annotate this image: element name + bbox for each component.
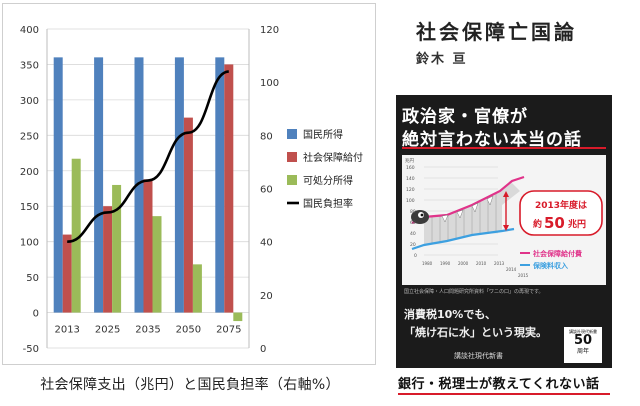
premium-line — [411, 227, 515, 251]
left-tick-label: 50 — [26, 273, 39, 284]
cover-divider — [402, 147, 606, 149]
bar-国民所得-2075 — [215, 57, 225, 313]
bar-社会保障給付-2050 — [183, 117, 193, 313]
cover-headline-2: 絶対言わない本当の話 — [402, 130, 582, 150]
left-tick-label: 150 — [20, 202, 39, 213]
legend-swatch-可処分所得 — [287, 175, 297, 185]
cover-publisher: 講談社現代新書 — [454, 352, 503, 360]
svg-text:60: 60 — [410, 220, 416, 226]
mini-unit: 兆円 — [405, 157, 414, 164]
legend-swatch-社会保障給付 — [287, 152, 297, 162]
legend-label-国民所得: 国民所得 — [303, 129, 343, 141]
legend-label-社会保障給付: 社会保障給付 — [303, 151, 363, 164]
cover-footnote: 国立社会保障・人口問題研究所資料「ワニの口」の再現です。 — [404, 289, 544, 295]
right-tick-label: 80 — [260, 131, 273, 142]
svg-text:2013: 2013 — [494, 261, 505, 266]
bar-国民所得-2035 — [134, 57, 144, 313]
cover-mini-chart: 2013年度は 約 50 兆円 兆円 160 140 120 100 80 60… — [402, 155, 606, 285]
left-tick-label: 300 — [20, 96, 39, 107]
category-label: 2050 — [176, 325, 201, 336]
bar-可処分所得-2050 — [192, 264, 202, 313]
bar-可処分所得-2035 — [152, 216, 162, 313]
badge-suffix: 兆円 — [568, 218, 586, 230]
svg-text:80: 80 — [410, 209, 416, 215]
svg-text:140: 140 — [406, 176, 415, 182]
svg-text:2000: 2000 — [458, 261, 469, 266]
category-label: 2013 — [54, 325, 79, 336]
right-tick-label: 120 — [260, 25, 279, 36]
book-cover: 政治家・官僚が 絶対言わない本当の話 — [396, 95, 612, 368]
badge-value: 50 — [544, 214, 565, 232]
bar-可処分所得-2075 — [233, 312, 243, 322]
left-tick-label: 100 — [20, 238, 39, 249]
book-author: 鈴木 亘 — [416, 52, 468, 67]
svg-text:1980: 1980 — [422, 261, 433, 266]
left-tick-label: 200 — [20, 167, 39, 178]
right-tick-label: 20 — [260, 291, 273, 302]
bar-国民所得-2025 — [94, 57, 104, 313]
right-tick-label: 60 — [260, 185, 273, 196]
mini-legend-2: 保険料収入 — [532, 261, 568, 270]
line-国民負担率 — [67, 70, 230, 243]
left-tick-label: 400 — [20, 25, 39, 36]
badge-line-1: 2013年度は — [535, 199, 587, 211]
svg-text:0: 0 — [414, 253, 417, 259]
combo-chart: -50 0 50 100 150 200 250 300 350 400 0 20 40 60 80 100 1… — [20, 25, 363, 355]
svg-text:40: 40 — [410, 231, 416, 237]
badge-prefix: 約 — [533, 218, 542, 230]
bar-可処分所得-2025 — [112, 184, 122, 313]
svg-text:160: 160 — [406, 165, 415, 171]
svg-text:2015: 2015 — [518, 273, 529, 278]
left-tick-label: 0 — [33, 309, 39, 320]
bar-社会保障給付-2025 — [103, 206, 113, 313]
cover-body-1: 消費税10%でも、 — [404, 308, 496, 321]
left-tick-label: -50 — [23, 344, 39, 355]
category-label: 2025 — [95, 325, 120, 336]
anniversary-badge: 講談社現代新書 50 周年 — [564, 327, 602, 363]
category-label: 2075 — [216, 325, 241, 336]
bar-可処分所得-2013 — [71, 158, 81, 313]
left-tick-label: 350 — [20, 60, 39, 71]
svg-text:100: 100 — [406, 198, 415, 204]
anniversary-series: 講談社現代新書 — [569, 329, 597, 334]
anniversary-number: 50 — [573, 333, 593, 348]
svg-text:20: 20 — [410, 242, 416, 248]
tagline-underline — [398, 393, 610, 395]
bar-社会保障給付-2075 — [224, 64, 234, 313]
book-title: 社会保障亡国論 — [416, 20, 577, 44]
anniversary-label: 周年 — [576, 348, 589, 355]
bar-社会保障給付-2013 — [62, 234, 72, 313]
svg-text:2010: 2010 — [476, 261, 487, 266]
bar-社会保障給付-2035 — [143, 179, 153, 313]
right-tick-label: 40 — [260, 238, 273, 249]
category-label: 2035 — [135, 325, 160, 336]
svg-text:1990: 1990 — [440, 261, 451, 266]
svg-text:120: 120 — [406, 187, 415, 193]
legend-label-国民負担率: 国民負担率 — [303, 197, 353, 210]
bar-国民所得-2050 — [174, 57, 184, 313]
svg-text:2014: 2014 — [506, 267, 517, 272]
bar-国民所得-2013 — [53, 57, 63, 313]
right-tick-label: 100 — [260, 78, 279, 89]
amount-badge — [519, 190, 603, 236]
legend-label-可処分所得: 可処分所得 — [303, 174, 353, 187]
chart-caption: 社会保障支出（兆円）と国民負担率（右軸%） — [40, 377, 340, 393]
right-tick-label: 0 — [260, 344, 266, 355]
tagline: 銀行・税理士が教えてくれない話 — [398, 377, 600, 392]
left-tick-label: 250 — [20, 131, 39, 142]
cover-headline-1: 政治家・官僚が — [402, 107, 528, 127]
chart-panel: -50 0 50 100 150 200 250 300 350 400 0 20 40 60 80 100 1… — [2, 3, 376, 365]
mini-legend-1: 社会保障給付費 — [532, 249, 582, 258]
legend-swatch-国民所得 — [287, 129, 297, 139]
cover-body-2: 「焼け石に水」という現実。 — [404, 326, 547, 339]
